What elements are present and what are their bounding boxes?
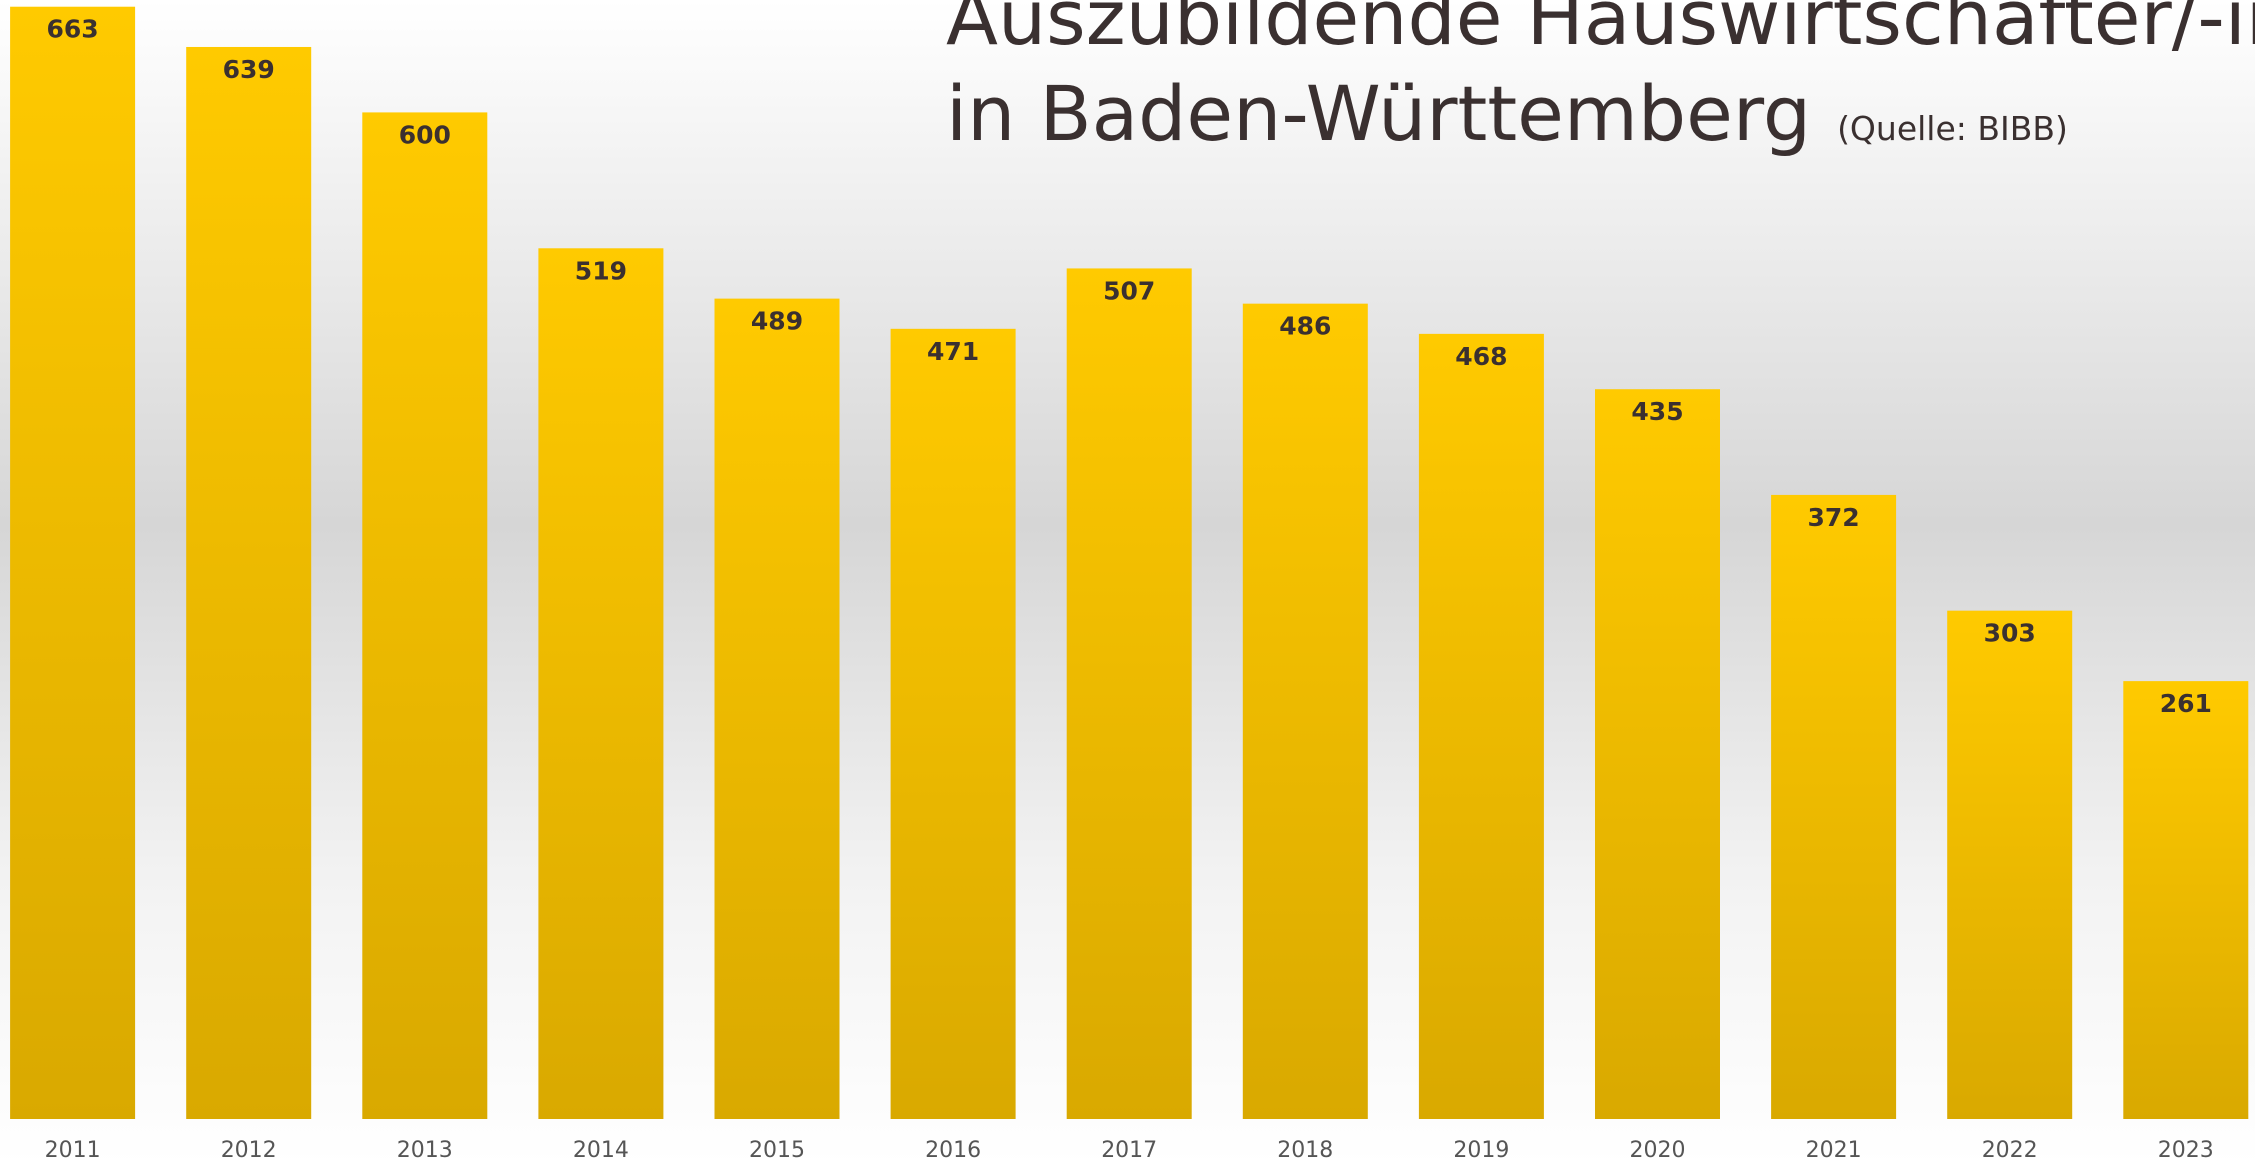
data-label: 261: [2160, 689, 2212, 718]
x-tick-label: 2018: [1277, 1138, 1333, 1163]
x-tick-label: 2017: [1101, 1138, 1157, 1163]
data-label: 489: [751, 307, 803, 336]
bar: [186, 46, 312, 1120]
bar: [1066, 268, 1192, 1119]
bar: [1771, 494, 1897, 1119]
chart-title: in Baden-Württemberg: [946, 69, 1811, 158]
bar: [714, 298, 840, 1120]
bar: [1242, 303, 1368, 1119]
x-tick-label: 2012: [221, 1138, 277, 1163]
x-tick-label: 2011: [45, 1138, 101, 1163]
x-tick-label: 2023: [2158, 1138, 2214, 1163]
x-tick-label: 2019: [1453, 1138, 1509, 1163]
x-tick-label: 2014: [573, 1138, 629, 1163]
chart-title-line: in Baden-Württemberg (Quelle: BIBB): [946, 69, 2068, 158]
x-tick-label: 2021: [1806, 1138, 1862, 1163]
data-label: 468: [1455, 342, 1507, 371]
bar: [1947, 610, 2073, 1119]
bar: [890, 328, 1016, 1119]
data-label: 435: [1631, 397, 1683, 426]
bar: [1595, 389, 1720, 1119]
data-label: 372: [1808, 503, 1860, 532]
bar: [2123, 681, 2249, 1119]
x-tick-label: 2015: [749, 1138, 805, 1163]
data-label: 471: [927, 337, 979, 366]
bar: [10, 6, 136, 1119]
subtitle: (Quelle: BIBB): [1837, 109, 2068, 148]
x-tick-label: 2020: [1630, 1138, 1686, 1163]
data-label: 663: [47, 15, 99, 44]
bar: [1418, 333, 1544, 1119]
data-label: 486: [1279, 312, 1331, 341]
data-label: 303: [1984, 619, 2036, 648]
data-label: 519: [575, 256, 627, 285]
data-label: 600: [399, 120, 451, 149]
x-tick-label: 2016: [925, 1138, 981, 1163]
bar: [362, 112, 488, 1119]
data-label: 507: [1103, 276, 1155, 305]
bar: [538, 248, 664, 1120]
x-tick-label: 2022: [1982, 1138, 2038, 1163]
x-tick-label: 2013: [397, 1138, 453, 1163]
chart-title: Auszubildende Hauswirtschafter/-in: [946, 0, 2255, 62]
data-label: 639: [223, 55, 275, 84]
